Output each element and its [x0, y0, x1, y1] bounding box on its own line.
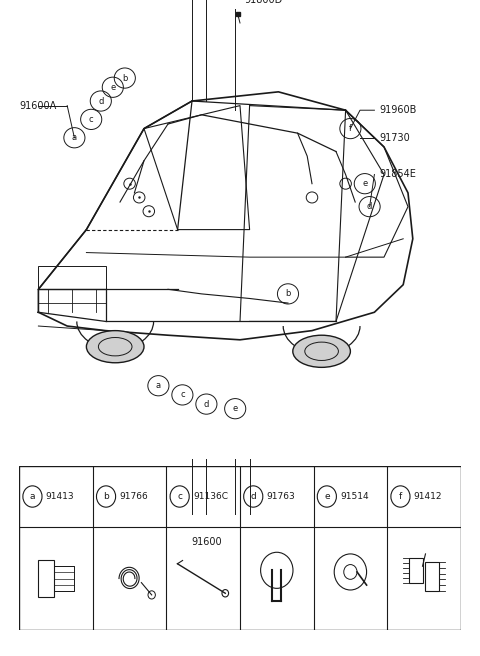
Text: b: b: [122, 73, 128, 83]
Text: 91600A: 91600A: [19, 100, 57, 111]
Bar: [425, 562, 439, 591]
Ellipse shape: [293, 335, 350, 367]
Bar: [54, 566, 74, 591]
Text: a: a: [156, 381, 161, 390]
Text: 91766: 91766: [120, 492, 148, 501]
Text: d: d: [251, 492, 256, 501]
Ellipse shape: [86, 331, 144, 363]
Text: d: d: [367, 202, 372, 211]
Text: 91800D: 91800D: [245, 0, 283, 5]
Text: 91412: 91412: [414, 492, 442, 501]
Text: f: f: [349, 124, 352, 133]
Text: 91514: 91514: [340, 492, 369, 501]
Text: c: c: [177, 492, 182, 501]
Text: c: c: [89, 115, 94, 124]
Text: d: d: [204, 400, 209, 409]
Text: a: a: [30, 492, 35, 501]
Text: a: a: [72, 133, 77, 142]
Text: 91413: 91413: [46, 492, 74, 501]
Text: 91854E: 91854E: [379, 169, 416, 180]
Text: b: b: [103, 492, 109, 501]
Text: 91763: 91763: [266, 492, 295, 501]
Text: 91730: 91730: [379, 133, 410, 143]
Text: 91136C: 91136C: [193, 492, 228, 501]
Text: e: e: [324, 492, 330, 501]
Text: 91600: 91600: [191, 537, 222, 547]
Bar: [409, 558, 422, 583]
Bar: [38, 266, 106, 289]
Text: e: e: [110, 83, 115, 92]
Text: d: d: [98, 96, 104, 106]
Text: e: e: [233, 404, 238, 413]
Bar: [37, 560, 54, 596]
Text: e: e: [362, 179, 367, 188]
Text: f: f: [399, 492, 402, 501]
Text: 91960B: 91960B: [379, 105, 417, 115]
Text: c: c: [180, 390, 185, 400]
Text: b: b: [285, 289, 291, 298]
